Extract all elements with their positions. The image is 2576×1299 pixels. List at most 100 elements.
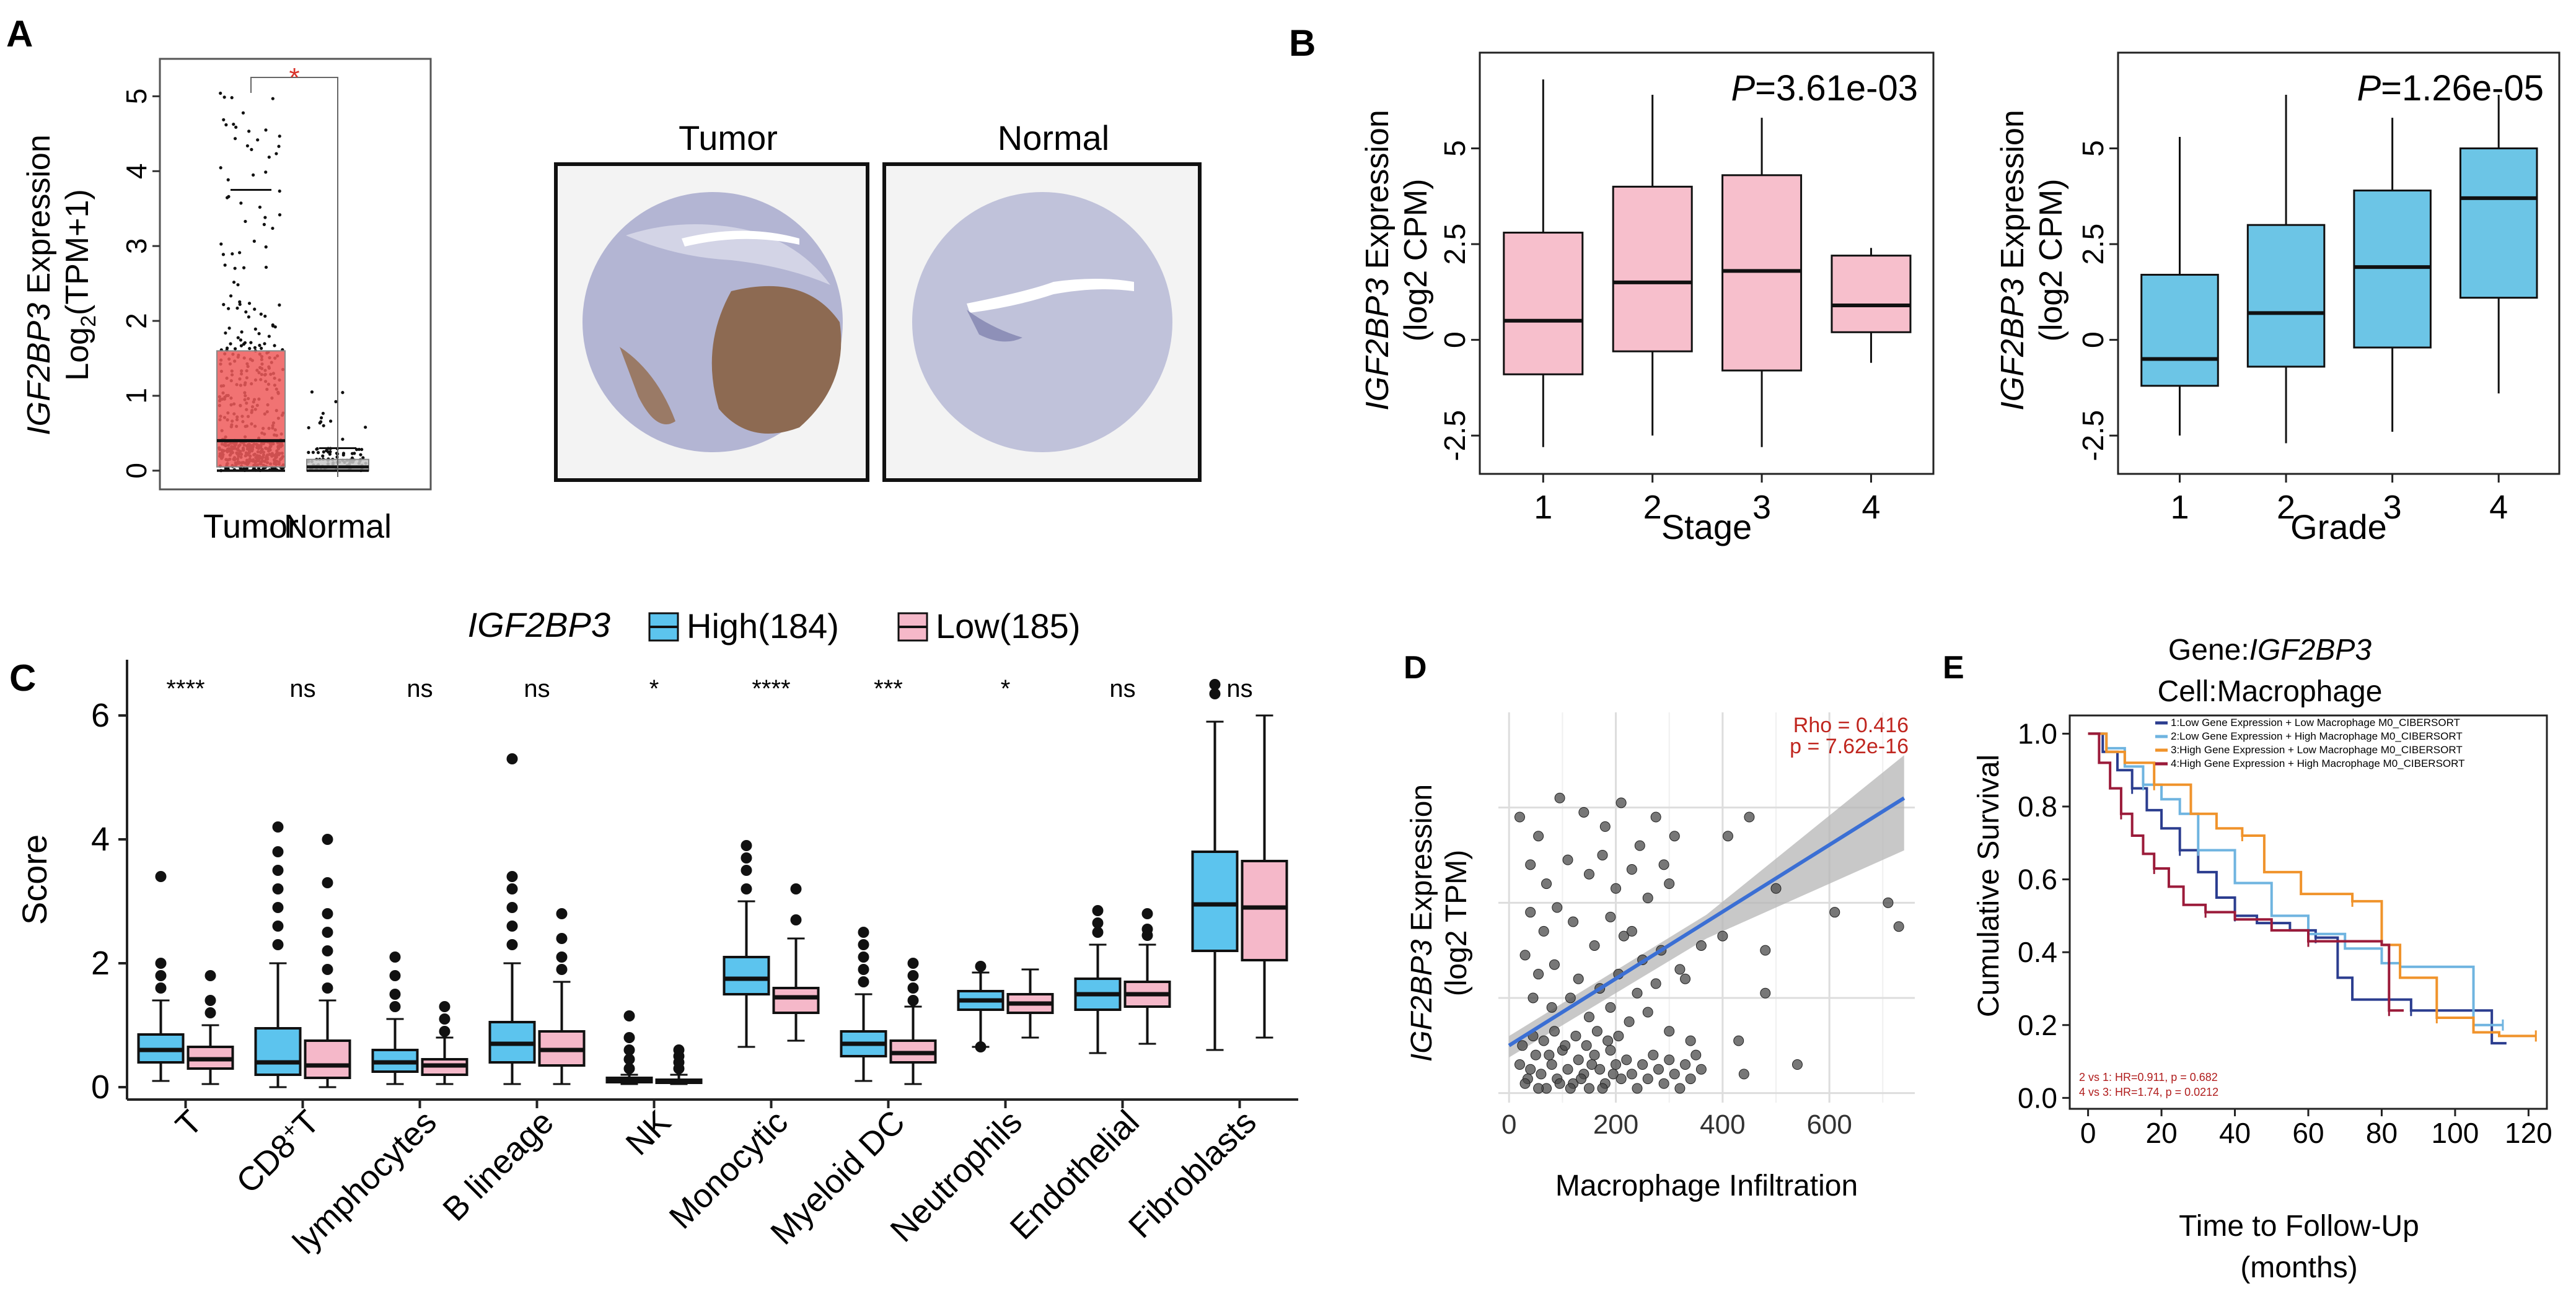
panel-a-point [278,213,282,217]
panel-c-outlier [556,964,568,975]
panel-c-outlier [673,1044,685,1056]
panel-d-point [1680,1059,1691,1070]
panel-b-grade-ytick-label-1: 0 [2077,331,2110,348]
panel-b-grade-xlabel: Grade [2290,507,2387,546]
panel-c-outlier [907,995,919,1006]
panel-b-grade-box-0-box [2140,274,2219,387]
panel-b-grade-pvalue-value: =1.26e-05 [2381,68,2544,108]
panel-d-point [1597,1083,1608,1094]
panel-d-point [1626,1069,1637,1080]
panel-d-xtick-label-1: 200 [1593,1109,1638,1140]
ihc-tumor-label: Tumor [679,118,778,157]
panel-c-outlier [907,970,919,981]
panel-a-ytick-label-4: 4 [120,164,152,180]
panel-d-point [1611,883,1622,894]
panel-d-point [1744,811,1755,823]
panel-e-legend-label-0: 1:Low Gene Expression + Low Macrophage M… [2171,717,2460,728]
panel-a-point [239,338,243,342]
panel-a-point [264,245,268,249]
panel-e-xlabel-line1: Time to Follow-Up [2179,1210,2419,1243]
panel-c-outlier [506,883,518,894]
panel-a-point [229,294,233,298]
panel-a-point [229,342,232,346]
panel-a-point [248,346,252,351]
panel-c-outlier [506,939,518,950]
panel-d-point [1576,1074,1587,1085]
panel-a-box-0 [216,350,286,468]
panel-b-grade-box-2-box [2353,190,2432,349]
panel-c-outlier [155,871,167,882]
legend-gene: IGF2BP3 [468,605,610,644]
panel-a-point [224,331,227,335]
panel-c-ylabel: Score [15,834,54,925]
panel-c-outlier [155,982,167,994]
ihc-tumor-stained-region [711,286,842,434]
panel-a-point [226,178,230,182]
panel-a-point [350,452,354,455]
panel-e-title-prefix: Gene: [2168,634,2249,667]
panel-d-point [1597,849,1608,860]
panel-a-point [222,303,226,307]
panel-d-point [1530,1049,1541,1061]
panel-d-point [1599,821,1611,832]
panel-a-point [236,336,240,339]
panel-c-outlier [389,989,401,1000]
panel-a-point [253,327,257,331]
panel-label-d: D [1404,650,1427,686]
panel-c-outlier [506,902,518,913]
panel-b-grade-ylabel-rest: Expression [1995,110,2031,278]
panel-d-point [1695,940,1707,951]
panel-c-outlier [1141,924,1153,935]
panel-d-point [1658,1078,1669,1089]
panel-c-outlier [322,964,333,975]
panel-c-xtick-label-0: T [169,1103,209,1144]
panel-a-point [328,452,332,456]
panel-a-point [273,344,276,348]
panel-a-ylabel-sub: 2 [77,315,100,327]
panel-d-point [1549,959,1560,970]
panel-a-point [247,129,251,133]
panel-d-point [1791,1059,1803,1070]
panel-a-point [253,346,257,349]
panel-d-point [1565,1083,1576,1094]
panel-a-ytick-label-2: 2 [120,313,152,329]
panel-d-point [1634,840,1645,851]
panel-a-frame [159,58,432,491]
panel-a-point [250,147,253,151]
panel-b-grade-xtick-label-3: 4 [2489,489,2508,526]
panel-a-point [258,343,262,348]
panel-a-point [319,420,323,424]
panel-a-point [341,437,345,441]
panel-a-point [310,390,314,394]
panel-c-outlier [439,1001,451,1012]
panel-a-point [224,123,228,127]
panel-d-point [1664,1026,1675,1037]
panel-d-point [1618,930,1629,942]
panel-c-box-1-1-box [304,1039,351,1079]
panel-c-outlier [322,834,333,845]
panel-d-xtick-label-3: 600 [1806,1109,1852,1140]
panel-c-outlier [204,1007,216,1018]
panel-d-point [1544,1049,1555,1061]
ihc-images: Tumor Normal [554,118,1202,482]
panel-b-grade-ytick-label-0: -2.5 [2077,410,2110,461]
panel-d-point [1760,987,1771,999]
panel-a-point [221,253,226,256]
panel-a-point [230,96,234,100]
panel-b-stage-box-2-box [1721,174,1803,372]
panel-c-outlier [741,883,752,894]
panel-d-point [1528,992,1539,1004]
panel-d-xtick-label-2: 400 [1700,1109,1745,1140]
panel-b-stage-xtick-label-3: 4 [1862,489,1880,526]
panel-a-point [359,453,363,457]
panel-c-outlier [506,753,518,764]
panel-c-sig-5: **** [752,675,790,702]
panel-a-point [361,456,365,460]
panel-a-point [233,266,237,270]
panel-a-point [238,251,242,255]
panel-c-outlier [272,883,284,894]
panel-b-grade-box-1-box [2246,224,2326,368]
panel-c-outlier [556,951,568,963]
panel-d-point [1685,1074,1696,1085]
